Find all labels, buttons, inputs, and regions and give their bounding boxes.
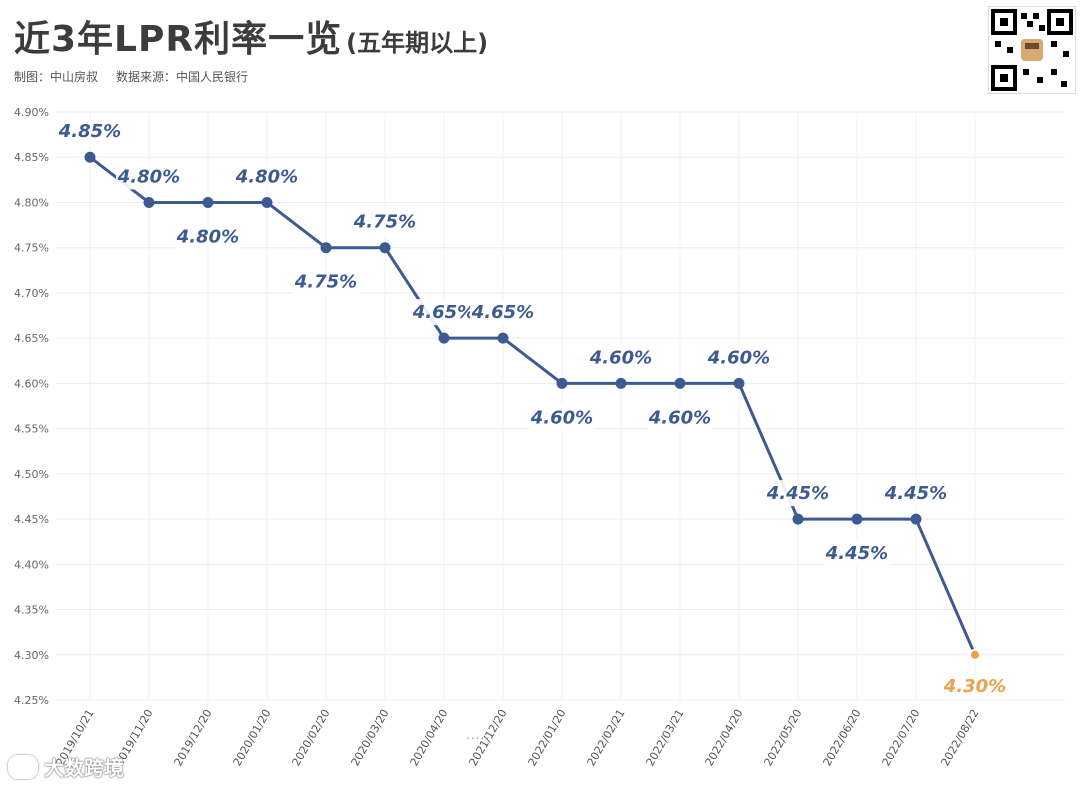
data-point [497,332,509,344]
weibo-logo-icon [8,754,38,779]
data-label-bg [352,208,418,235]
bottom-logo: 大数跨境 [8,752,124,781]
data-label: 4.60% [707,347,770,368]
data-label: 4.80% [117,166,180,187]
data-label: 4.30% [943,676,1006,697]
data-label: 4.45% [825,543,888,564]
data-label: 4.75% [353,212,416,233]
chart-source: 数据来源：中国人民银行 [116,70,249,84]
data-label: 4.65% [471,302,534,323]
data-label-bg [588,344,654,371]
data-label-bg [647,404,713,431]
x-tick-label: 2020/04/20 [408,707,451,768]
chart-header: 近3年LPR利率一览 (五年期以上) 制图：中山房叔 数据来源：中国人民银行 [14,10,488,85]
y-tick-label: 4.90% [14,106,49,119]
data-label: 4.60% [530,407,593,428]
data-point [674,377,686,389]
x-tick-label: 2020/01/20 [231,707,274,768]
data-point [851,513,863,525]
axis-break-dots: ...... [466,728,495,742]
y-tick-label: 4.25% [14,694,49,707]
data-label-bg [824,540,890,567]
chart-title-sub: (五年期以上) [346,29,489,57]
x-tick-label: 2022/03/21 [644,707,687,768]
data-point [910,513,922,525]
y-tick-label: 4.75% [14,242,49,255]
data-point [556,377,568,389]
data-label-bg [175,223,241,250]
data-label-bg [765,480,831,507]
data-point [143,196,155,208]
y-tick-label: 4.65% [14,332,49,345]
data-label-bg [706,344,772,371]
x-tick-label: 2022/08/22 [939,707,982,768]
y-tick-label: 4.70% [14,287,49,300]
series-line [89,156,977,656]
y-tick-label: 4.80% [14,196,49,209]
data-label-bg [116,163,182,190]
y-tick-label: 4.85% [14,151,49,164]
data-label-bg [942,672,1008,699]
data-label-bg [57,118,123,145]
data-label: 4.75% [294,272,357,293]
data-label-bg [883,480,949,507]
data-point [969,648,981,661]
chart-credits: 制图：中山房叔 数据来源：中国人民银行 [14,68,488,85]
data-point [261,196,273,208]
data-label: 4.45% [884,483,947,504]
x-tick-label: 2019/12/20 [172,707,215,768]
data-point [320,242,332,254]
data-label: 4.85% [58,121,121,142]
data-point [84,151,96,163]
data-label-bg [529,404,595,431]
y-tick-label: 4.50% [14,468,49,481]
data-point [733,377,745,389]
data-label: 4.60% [648,407,711,428]
y-tick-label: 4.55% [14,423,49,436]
y-tick-label: 4.60% [14,377,49,390]
data-point [202,196,214,208]
data-label: 4.60% [589,347,652,368]
x-tick-label: 2022/05/20 [762,707,805,768]
data-point [792,513,804,525]
data-point [379,242,391,254]
y-tick-label: 4.30% [14,649,49,662]
data-point [438,332,450,344]
bottom-logo-text: 大数跨境 [44,756,124,780]
x-tick-label: 2022/02/21 [585,707,628,768]
chart-maker: 制图：中山房叔 [14,70,99,84]
data-label-bg [470,299,536,326]
x-tick-label: 2020/02/20 [290,707,333,768]
qr-code-icon [988,6,1076,94]
data-label-bg [411,299,477,326]
data-label-bg [293,268,359,295]
data-label: 4.80% [176,226,239,247]
chart-title-main: 近3年LPR利率一览 [14,19,343,60]
data-label: 4.45% [766,483,829,504]
y-tick-label: 4.35% [14,604,49,617]
x-tick-label: 2022/04/20 [703,707,746,768]
data-point [615,377,627,389]
y-tick-label: 4.40% [14,558,49,571]
data-label-bg [234,163,300,190]
x-tick-label: 2020/03/20 [349,707,392,768]
x-tick-label: 2022/07/20 [880,707,923,768]
x-tick-label: 2022/06/20 [821,707,864,768]
data-label: 4.65% [412,302,475,323]
data-label: 4.80% [235,166,298,187]
y-tick-label: 4.45% [14,513,49,526]
chart-title: 近3年LPR利率一览 (五年期以上) [14,10,488,62]
x-tick-label: 2022/01/20 [526,707,569,768]
